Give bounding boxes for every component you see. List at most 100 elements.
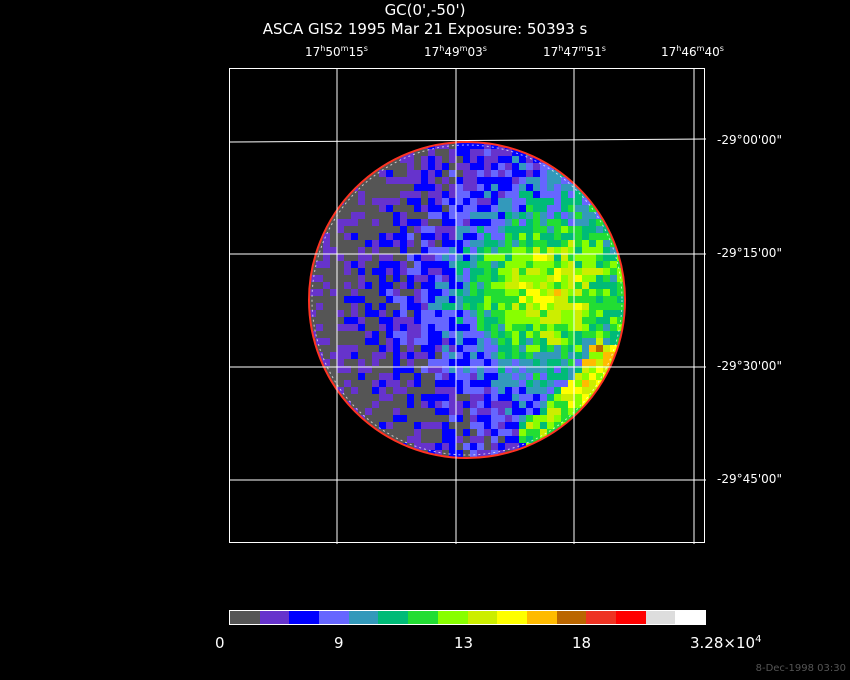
image-pixel <box>547 373 554 380</box>
image-pixel <box>484 191 491 198</box>
image-pixel <box>491 429 498 436</box>
image-pixel <box>519 324 526 331</box>
image-pixel <box>435 247 442 254</box>
image-pixel <box>400 373 407 380</box>
image-pixel <box>414 212 421 219</box>
image-pixel <box>533 415 540 422</box>
image-pixel <box>400 317 407 324</box>
image-pixel <box>540 177 547 184</box>
image-pixel <box>393 394 400 401</box>
image-pixel <box>428 429 435 436</box>
image-pixel <box>477 191 484 198</box>
image-pixel <box>309 289 316 296</box>
image-pixel <box>323 296 330 303</box>
image-pixel <box>309 240 316 247</box>
image-pixel <box>393 219 400 226</box>
image-pixel <box>526 436 533 443</box>
image-pixel <box>435 303 442 310</box>
image-pixel <box>400 289 407 296</box>
image-pixel <box>407 387 414 394</box>
image-pixel <box>428 324 435 331</box>
colorbar-tick-label: 18 <box>572 634 592 652</box>
image-pixel <box>316 268 323 275</box>
image-pixel <box>442 303 449 310</box>
image-pixel <box>519 359 526 366</box>
image-pixel <box>393 296 400 303</box>
image-pixel <box>407 254 414 261</box>
image-pixel <box>407 345 414 352</box>
image-pixel <box>351 282 358 289</box>
image-pixel <box>400 303 407 310</box>
image-pixel <box>386 261 393 268</box>
image-pixel <box>554 373 561 380</box>
image-pixel <box>484 261 491 268</box>
image-pixel <box>477 149 484 156</box>
image-pixel <box>393 310 400 317</box>
image-pixel <box>428 282 435 289</box>
image-pixel <box>554 415 561 422</box>
image-pixel <box>463 317 470 324</box>
image-pixel <box>512 170 519 177</box>
colorbar-tick-label: 9 <box>334 634 344 652</box>
image-pixel <box>435 352 442 359</box>
image-pixel <box>561 212 568 219</box>
image-pixel <box>372 331 379 338</box>
image-pixel <box>463 149 470 156</box>
image-pixel <box>379 191 386 198</box>
image-pixel <box>414 240 421 247</box>
image-pixel <box>470 282 477 289</box>
image-pixel <box>449 191 456 198</box>
image-pixel <box>554 394 561 401</box>
image-pixel <box>484 324 491 331</box>
image-pixel <box>484 415 491 422</box>
image-pixel <box>533 429 540 436</box>
image-pixel <box>449 261 456 268</box>
image-pixel <box>582 310 589 317</box>
image-pixel <box>554 261 561 268</box>
image-pixel <box>554 324 561 331</box>
image-pixel <box>470 415 477 422</box>
image-pixel <box>512 408 519 415</box>
image-pixel <box>400 366 407 373</box>
image-pixel <box>435 345 442 352</box>
image-pixel <box>316 226 323 233</box>
image-pixel <box>442 296 449 303</box>
image-pixel <box>358 282 365 289</box>
image-pixel <box>372 310 379 317</box>
image-pixel <box>463 394 470 401</box>
image-pixel <box>414 191 421 198</box>
image-pixel <box>344 387 351 394</box>
image-pixel <box>554 359 561 366</box>
image-pixel <box>365 282 372 289</box>
image-pixel <box>365 296 372 303</box>
image-pixel <box>365 310 372 317</box>
image-pixel <box>561 359 568 366</box>
image-pixel <box>456 436 463 443</box>
image-pixel <box>547 352 554 359</box>
image-pixel <box>526 310 533 317</box>
image-pixel <box>407 289 414 296</box>
image-pixel <box>358 324 365 331</box>
image-pixel <box>414 268 421 275</box>
image-pixel <box>575 205 582 212</box>
image-pixel <box>386 268 393 275</box>
image-pixel <box>449 352 456 359</box>
image-pixel <box>568 247 575 254</box>
image-pixel <box>379 359 386 366</box>
image-pixel <box>617 303 624 310</box>
image-pixel <box>533 212 540 219</box>
image-pixel <box>498 401 505 408</box>
image-pixel <box>540 268 547 275</box>
image-pixel <box>491 219 498 226</box>
image-pixel <box>344 198 351 205</box>
image-pixel <box>610 275 617 282</box>
image-pixel <box>428 443 435 450</box>
image-pixel <box>505 233 512 240</box>
image-pixel <box>596 331 603 338</box>
image-pixel <box>393 163 400 170</box>
image-pixel <box>344 184 351 191</box>
image-pixel <box>533 191 540 198</box>
image-pixel <box>323 254 330 261</box>
image-pixel <box>372 380 379 387</box>
image-pixel <box>491 191 498 198</box>
